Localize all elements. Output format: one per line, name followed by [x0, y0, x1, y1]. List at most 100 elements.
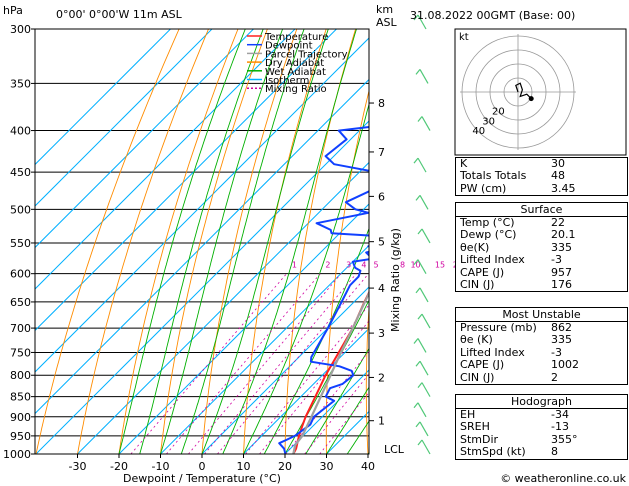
- location-label: 0°00' 0°00'W 11m ASL: [56, 8, 183, 21]
- table-row: Pressure (mb) 862: [456, 321, 627, 334]
- dry-adiabat: [365, 301, 369, 454]
- row-label: CAPE (J): [460, 358, 505, 372]
- storm-motion-dot: [528, 96, 534, 102]
- temperature-tick-label: -10: [152, 460, 170, 473]
- wind-barb-staff: [417, 259, 427, 274]
- hodograph-panel: Hodograph EH -34 SREH -13 StmDir 355° StmSpd (…: [455, 394, 628, 460]
- dry-adiabat: [284, 29, 357, 454]
- wind-barb-staff: [419, 360, 429, 376]
- wind-barb-feather: [415, 69, 421, 75]
- row-value: 862: [551, 321, 572, 334]
- wind-barb-feather: [413, 338, 419, 344]
- surface-title: Surface: [456, 203, 627, 217]
- row-value: -13: [551, 420, 569, 434]
- row-label: SREH: [460, 420, 490, 434]
- index-tt: Totals Totals 48: [460, 169, 565, 183]
- isotherm-line: [243, 327, 369, 454]
- wind-barb-staff: [421, 228, 431, 244]
- legend-label: Mixing Ratio: [265, 84, 327, 95]
- series-dewpoint: [278, 125, 369, 454]
- row-label: Temp (°C): [460, 216, 515, 229]
- row-label: CIN (J): [460, 277, 495, 291]
- isotherm-line: [35, 29, 337, 332]
- altitude-axis: 1 2 3 4 5 6 7 8: [369, 97, 385, 428]
- table-row: Dewp (°C) 20.1: [456, 228, 627, 242]
- wet-adiabat: [243, 102, 369, 454]
- wind-barb-feather: [417, 116, 423, 122]
- altitude-tick-label: 6: [378, 190, 385, 203]
- temperature-tick-label: 40: [361, 460, 375, 473]
- isotherm-line: [35, 29, 254, 249]
- wind-barb-staff: [419, 195, 429, 210]
- pressure-tick-label: 400: [10, 125, 31, 138]
- row-value: 8: [551, 445, 558, 459]
- isotherm-line: [201, 286, 369, 454]
- row-value: 22: [551, 216, 565, 229]
- wet-adiabat: [284, 299, 369, 454]
- row-value: 957: [551, 265, 572, 279]
- hodograph-unit: kt: [459, 32, 469, 43]
- dry-adiabat: [405, 29, 444, 454]
- pressure-axis: 300 350 400 450 500 550 600 650 700 750 800 850 900 9…: [3, 23, 35, 461]
- hodograph-trace: [515, 82, 532, 100]
- indices-panel: K 30 Totals Totals 48 PW (cm) 3.45: [455, 157, 628, 197]
- wind-barb-feather: [417, 228, 423, 235]
- hodograph-ring-label: 40: [472, 126, 485, 137]
- temperature-tick-label: -20: [110, 460, 128, 473]
- wet-adiabat: [201, 29, 329, 454]
- isotherm-line: [118, 203, 369, 454]
- surface-panel: Surface Temp (°C) 22 Dewp (°C) 20.1 θe(K) 335…: [455, 202, 628, 293]
- table-row: SREH -13: [456, 420, 627, 434]
- row-label: Lifted Index: [460, 253, 525, 267]
- isotherm-line: [35, 120, 369, 454]
- mixing-ratio-label: 1: [292, 261, 297, 270]
- mixing-ratio-line: [245, 304, 369, 454]
- dry-adiabat: [118, 29, 239, 454]
- temperature-tick-label: 30: [320, 460, 334, 473]
- pressure-unit: hPa: [3, 4, 23, 17]
- wet-adiabat: [118, 29, 246, 454]
- altitude-tick-label: 1: [378, 415, 385, 428]
- hodograph-ring-label: 20: [492, 107, 505, 118]
- pressure-tick-label: 950: [10, 430, 31, 443]
- pressure-tick-label: 350: [10, 77, 31, 90]
- wind-barb-feather: [413, 14, 419, 21]
- isotherm-line: [160, 244, 369, 454]
- wind-barb-feather: [415, 360, 421, 367]
- wind-barb-feather: [417, 313, 423, 320]
- legend-label: Isotherm: [265, 76, 309, 87]
- wind-barb-feather: [413, 259, 419, 266]
- wind-barb-staff: [421, 116, 431, 131]
- datetime-label: 31.08.2022 00GMT (Base: 00): [410, 9, 575, 22]
- wind-barb-feather: [415, 194, 421, 201]
- series-parcel-trajectory: [292, 290, 369, 454]
- altitude-tick-label: 2: [378, 371, 385, 384]
- dry-adiabat: [35, 29, 180, 454]
- row-value: -3: [551, 345, 562, 359]
- mixing-ratio-label: 8: [400, 261, 405, 270]
- pressure-tick-label: 600: [10, 268, 31, 281]
- pressure-tick-label: 300: [10, 23, 31, 36]
- isotherm-line: [35, 29, 296, 290]
- pressure-tick-label: 700: [10, 322, 31, 335]
- lcl-label: LCL: [384, 443, 405, 456]
- mixing-ratio-line: [204, 273, 357, 454]
- background-lines: [35, 29, 444, 454]
- row-label: Dewp (°C): [460, 228, 517, 242]
- table-row: CIN (J) 2: [456, 371, 627, 384]
- most-unstable-title: Most Unstable: [456, 308, 627, 322]
- isotherm-line: [35, 29, 213, 207]
- row-value: 335: [551, 240, 572, 254]
- row-label: CAPE (J): [460, 265, 505, 279]
- mixing-ratio-line: [319, 391, 369, 454]
- table-row: CIN (J) 176: [456, 277, 627, 291]
- row-label: Pressure (mb): [460, 321, 537, 334]
- isotherm-line: [284, 369, 369, 454]
- pressure-tick-label: 1000: [3, 448, 31, 461]
- dry-adiabat: [160, 29, 268, 454]
- altitude-tick-label: 8: [378, 97, 385, 110]
- mixing-ratio-line: [188, 273, 342, 454]
- mixing-ratio-line: [259, 320, 369, 454]
